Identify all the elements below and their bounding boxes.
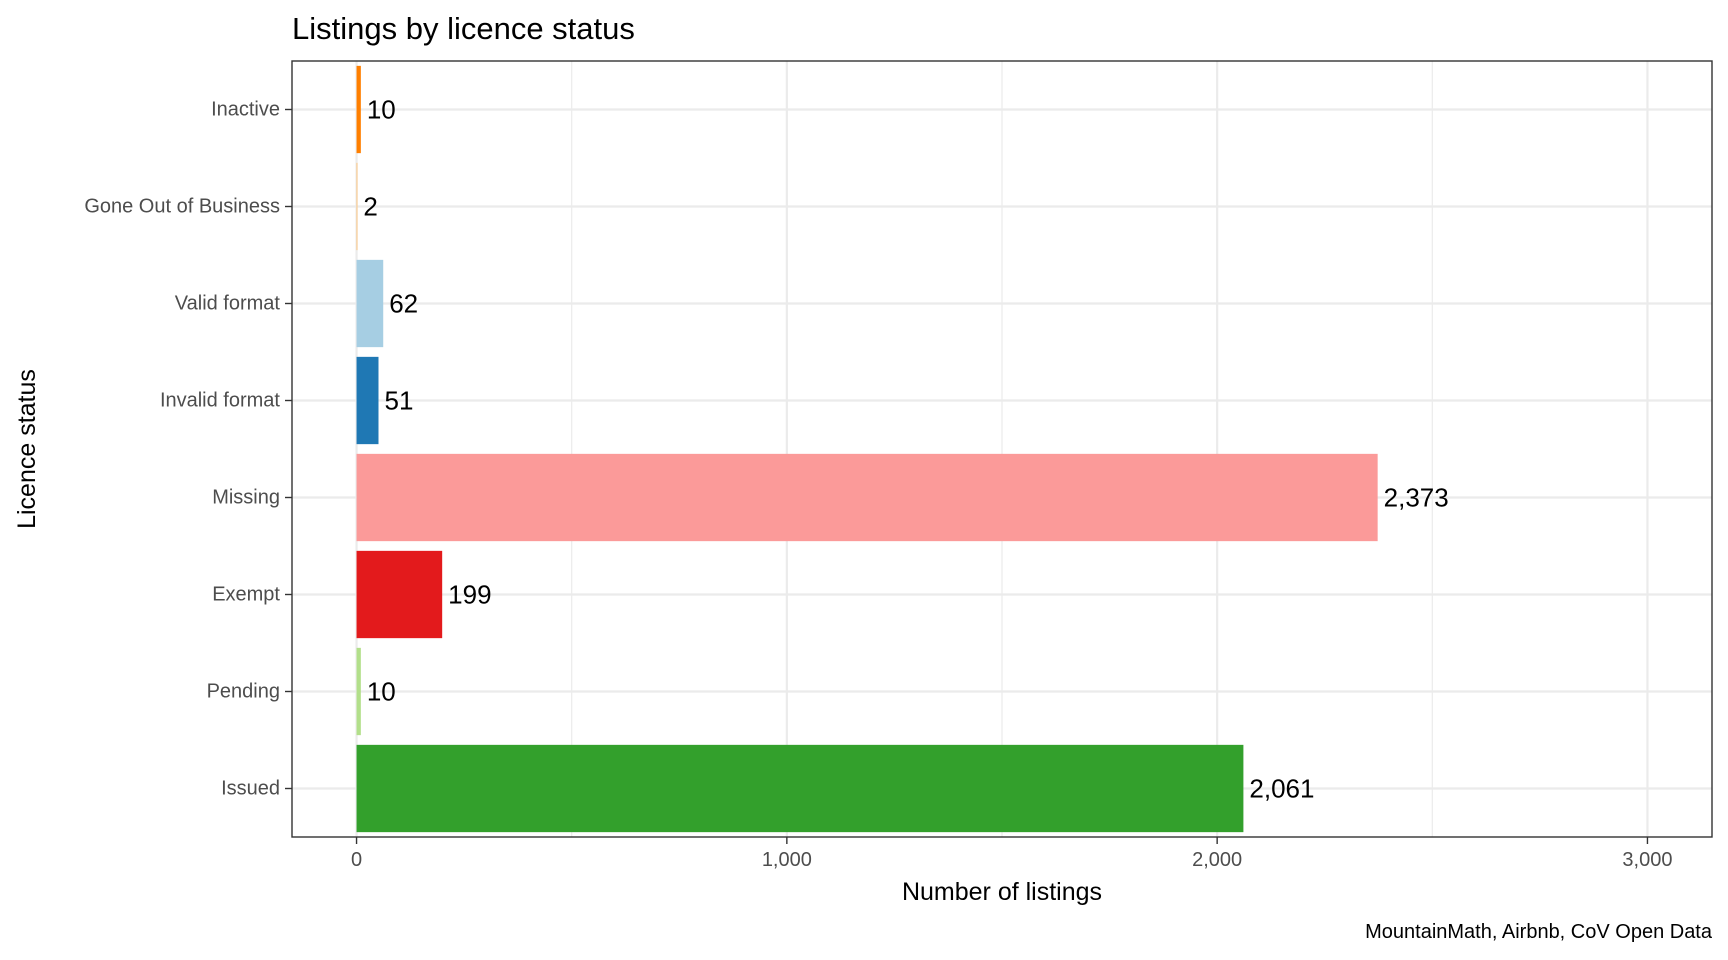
x-axis: 0 1,000 2,000 3,000 <box>351 837 1672 871</box>
bar <box>356 356 379 445</box>
y-tick-label: Gone Out of Business <box>84 196 280 218</box>
x-axis-title: Number of listings <box>902 878 1102 906</box>
bar <box>356 453 1378 542</box>
data-label: 2 <box>363 192 377 222</box>
bar <box>356 647 361 736</box>
y-tick-label: Issued <box>221 778 280 800</box>
data-label: 62 <box>389 289 418 319</box>
y-tick-label: Invalid format <box>160 390 280 412</box>
x-tick-label: 1,000 <box>762 849 812 871</box>
data-label: 2,061 <box>1249 774 1314 804</box>
x-tick-label: 2,000 <box>1192 849 1242 871</box>
y-tick-label: Exempt <box>212 584 280 606</box>
minor-gridlines <box>571 61 1433 837</box>
y-axis-title: Licence status <box>13 369 41 529</box>
plot-border <box>291 60 1713 838</box>
y-tick-label: Inactive <box>211 99 280 121</box>
y-tick-label: Missing <box>212 487 280 509</box>
bar <box>356 744 1244 833</box>
data-label: 2,373 <box>1384 483 1449 513</box>
bar <box>356 259 384 348</box>
bar <box>356 162 358 251</box>
bars <box>356 65 1378 833</box>
data-label: 10 <box>367 677 396 707</box>
x-tick-label: 3,000 <box>1622 849 1672 871</box>
data-labels: 2,061 10 199 2,373 51 62 2 10 <box>363 95 1448 804</box>
data-label: 51 <box>384 386 413 416</box>
x-tick-label: 0 <box>351 849 362 871</box>
y-tick-label: Pending <box>207 681 280 703</box>
y-axis: Issued Pending Exempt Missing Invalid format… <box>84 99 292 800</box>
bar <box>356 550 443 639</box>
data-label: 10 <box>367 95 396 125</box>
data-label: 199 <box>448 580 491 610</box>
bar <box>356 65 361 154</box>
chart-title: Listings by licence status <box>292 11 635 46</box>
y-tick-label: Valid format <box>175 293 281 315</box>
chart-caption: MountainMath, Airbnb, CoV Open Data <box>1365 921 1713 943</box>
